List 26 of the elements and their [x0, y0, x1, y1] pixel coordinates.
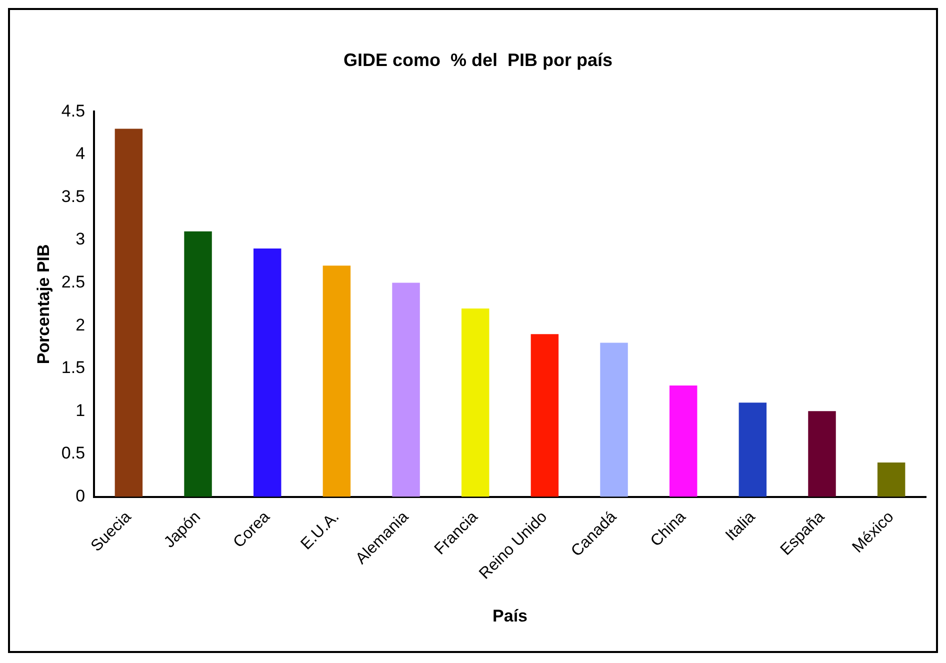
x-axis-title: País [492, 606, 528, 626]
bar [600, 342, 628, 497]
y-tick-label: 1.5 [61, 358, 86, 378]
chart-title: GIDE como % del PIB por país [343, 50, 613, 70]
y-tick-label: 3 [76, 230, 86, 249]
y-tick-label: 1 [76, 400, 86, 420]
bar [392, 282, 420, 497]
bar [461, 308, 490, 497]
y-tick-label: 4 [76, 144, 86, 164]
bar [738, 402, 767, 497]
y-tick-label: 2 [76, 315, 86, 334]
y-tick-label: 3.5 [61, 186, 86, 206]
y-axis-title: Porcentaje PIB [34, 244, 53, 364]
y-tick-label: 2.5 [61, 272, 86, 292]
bar [253, 248, 282, 497]
bar [184, 231, 212, 497]
y-tick-label: 4.5 [61, 101, 86, 120]
y-tick-label: 0 [76, 486, 86, 506]
x-tick-label: Italia [722, 508, 759, 544]
y-tick-label: 0.5 [61, 444, 86, 463]
bar [877, 462, 906, 497]
bar [530, 334, 559, 497]
bar [808, 411, 836, 497]
bar [114, 128, 143, 497]
bar [322, 266, 351, 497]
bar [669, 385, 698, 497]
